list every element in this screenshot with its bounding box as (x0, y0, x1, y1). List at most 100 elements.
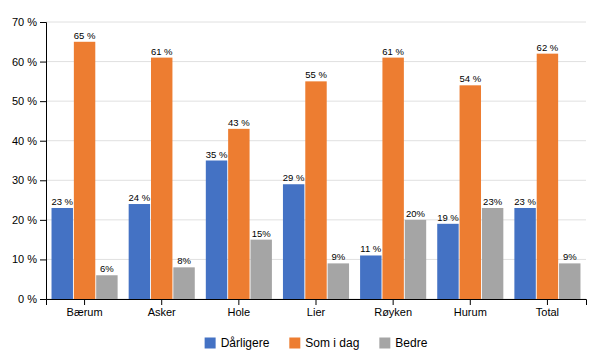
tick-label: 70 % (12, 16, 37, 28)
legend-swatch (289, 338, 300, 349)
y-tick: 10 % (12, 253, 46, 265)
bar (74, 42, 95, 299)
tick-mark (40, 141, 46, 142)
tick-mark (547, 299, 548, 305)
tick-label: 20 % (12, 214, 37, 226)
data-label: 65 % (74, 30, 96, 41)
bar (228, 129, 249, 299)
tick-mark (40, 220, 46, 221)
data-label: 29 % (283, 172, 305, 183)
x-tick: Røyken (374, 299, 412, 318)
data-label: 23 % (514, 196, 536, 207)
x-tick: Total (536, 299, 559, 318)
bar (305, 81, 326, 299)
chart: 0 % 10 % 20 % 30 % 40 % 50 % 60 % 70 % Bærum Aske… (0, 0, 601, 361)
data-label: 9% (331, 251, 345, 262)
legend-item: Dårligere (205, 336, 270, 350)
tick-mark (470, 299, 471, 305)
y-tick: 50 % (12, 95, 46, 107)
y-axis: 0 % 10 % 20 % 30 % 40 % 50 % 60 % 70 % (12, 16, 47, 305)
axis-line (40, 23, 47, 300)
tick-mark (40, 180, 46, 181)
bar (206, 161, 227, 300)
data-label: 62 % (537, 42, 559, 53)
legend-swatch (379, 338, 390, 349)
tick-label: 30 % (12, 174, 37, 186)
tick-label: 60 % (12, 56, 37, 68)
data-label: 54 % (459, 73, 481, 84)
legend-label: Dårligere (221, 336, 270, 350)
legend-swatch (205, 338, 216, 349)
tick-label: 40 % (12, 135, 37, 147)
data-label: 23 % (51, 196, 73, 207)
tick-label: Hurum (454, 306, 487, 318)
tick-label: Asker (148, 306, 176, 318)
bar (460, 85, 481, 299)
y-tick: 70 % (12, 16, 46, 28)
data-label: 20% (406, 208, 426, 219)
bar (129, 204, 150, 299)
bar (96, 275, 117, 299)
x-tick: Bærum (67, 299, 103, 318)
x-axis: Bærum Asker Hole Lier Røyken Hurum Total (47, 299, 587, 318)
data-label: 19 % (437, 212, 459, 223)
data-label: 61 % (151, 46, 173, 57)
bar (437, 224, 458, 299)
x-tick: Hurum (454, 299, 487, 318)
tick-mark (40, 259, 46, 260)
bar (360, 255, 381, 299)
tick-label: 10 % (12, 253, 37, 265)
bar (283, 184, 304, 299)
y-tick: 40 % (12, 135, 46, 147)
data-label: 11 % (360, 243, 382, 254)
bar (537, 54, 558, 299)
bar (250, 240, 271, 299)
tick-mark (40, 62, 46, 63)
tick-label: Hole (228, 306, 251, 318)
data-label: 9% (563, 251, 577, 262)
bar (482, 208, 503, 299)
bars (52, 42, 581, 299)
data-label: 8% (177, 255, 191, 266)
data-label: 15% (252, 228, 272, 239)
data-labels: 23 % 24 % 35 % 29 % 11 % 19 % 23 % 65 % 61 % 43 %… (51, 30, 577, 274)
tick-label: Lier (307, 306, 326, 318)
grid (46, 22, 586, 299)
x-tick: Hole (228, 299, 251, 318)
bar-series (96, 208, 580, 299)
data-label: 6% (100, 263, 114, 274)
bar-series (74, 42, 558, 299)
data-label: 61 % (382, 46, 404, 57)
legend-item: Som i dag (289, 336, 359, 350)
x-tick: Lier (307, 299, 326, 318)
tick-label: Total (536, 306, 559, 318)
tick-mark (316, 299, 317, 305)
data-label: 43 % (228, 117, 250, 128)
bar (514, 208, 535, 299)
bar (559, 263, 580, 299)
tick-mark (393, 299, 394, 305)
tick-mark (40, 22, 46, 23)
data-label: 24 % (129, 192, 151, 203)
y-tick: 30 % (12, 174, 46, 186)
tick-mark (40, 299, 46, 300)
grid-line (46, 22, 586, 23)
data-label: 55 % (305, 69, 327, 80)
tick-label: 50 % (12, 95, 37, 107)
tick-label: Bærum (67, 306, 103, 318)
plot: 0 % 10 % 20 % 30 % 40 % 50 % 60 % 70 % Bærum Aske… (12, 16, 587, 318)
bar (52, 208, 73, 299)
bar (405, 220, 426, 299)
data-label: 23% (483, 196, 503, 207)
axis-line (47, 300, 587, 306)
tick-label: 0 % (18, 293, 37, 305)
legend: Dårligere Som i dag Bedre (205, 336, 428, 350)
legend-label: Bedre (395, 336, 427, 350)
data-label: 35 % (206, 149, 228, 160)
tick-mark (40, 101, 46, 102)
x-tick: Asker (148, 299, 176, 318)
bar (328, 263, 349, 299)
legend-label: Som i dag (305, 336, 359, 350)
legend-item: Bedre (379, 336, 427, 350)
y-tick: 60 % (12, 56, 46, 68)
